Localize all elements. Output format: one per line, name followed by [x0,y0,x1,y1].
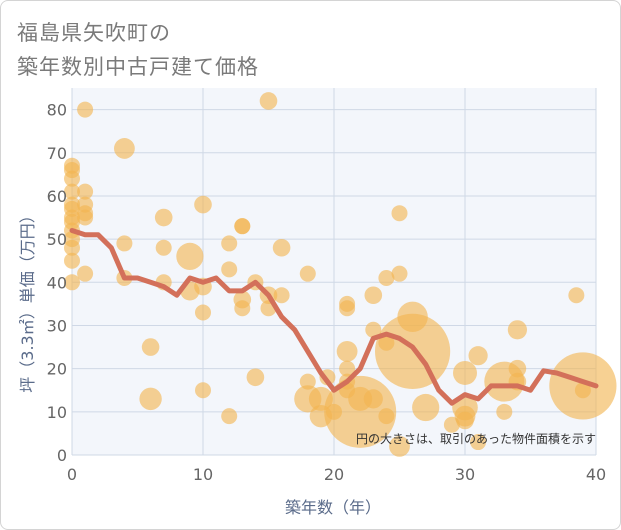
data-bubble [176,242,204,270]
y-tick-label: 10 [47,403,67,422]
data-bubble [391,265,408,282]
data-bubble [64,183,80,200]
data-bubble [221,235,238,252]
x-tick-label: 40 [586,465,606,484]
data-bubble [195,382,211,399]
data-bubble [77,265,94,282]
data-bubble [375,313,451,389]
x-tick-label: 10 [193,465,213,484]
data-bubble [508,359,527,378]
data-bubble [412,393,440,422]
data-bubble [496,403,513,420]
y-tick-label: 60 [47,187,67,206]
data-bubble [139,387,162,411]
data-bubble [64,274,80,291]
data-bubble [568,287,585,304]
y-tick-label: 50 [47,230,67,249]
data-bubble [116,235,133,252]
data-bubble [339,360,356,377]
y-tick-label: 70 [47,144,67,163]
data-bubble [221,261,238,278]
data-bubble [378,269,395,286]
x-tick-label: 0 [67,465,77,484]
data-bubble [339,300,356,317]
y-axis-label: 坪（3.3㎡）単価（万円） [18,207,37,392]
data-bubble [195,304,211,321]
data-bubble [259,92,278,110]
data-bubble [194,195,212,214]
data-bubble [77,101,94,118]
data-bubble [299,265,316,282]
trend-line [69,228,599,406]
data-bubble [336,340,358,362]
axis-ticks: 0 10 20 30 40 50 60 70 80 0 10 20 30 40 [47,101,607,484]
x-axis-label: 築年数（年） [285,498,381,517]
data-bubble [468,346,488,366]
x-tick-label: 30 [455,465,475,484]
y-tick-label: 20 [47,360,67,379]
data-bubble [272,238,291,257]
data-bubble [391,205,408,222]
data-bubble [273,287,290,304]
data-bubble [234,218,251,235]
data-bubble [246,368,265,387]
data-bubble [221,408,238,425]
chart-title-line-1: 福島県矢吹町の [17,21,171,45]
data-bubble [364,286,383,305]
data-bubble [507,320,527,340]
y-tick-label: 80 [47,101,67,120]
y-tick-label: 30 [47,316,67,335]
size-note: 円の大きさは、取引のあった物件面積を示す [356,431,596,446]
data-bubble [64,252,80,269]
data-bubble [141,338,160,356]
data-bubble [114,138,135,159]
data-bubble [574,382,591,399]
data-bubble [155,239,172,256]
data-bubble [378,408,395,425]
data-bubble [365,321,382,338]
data-bubble [470,434,487,451]
chart-title-line-2: 築年数別中古戸建て価格 [17,55,259,79]
data-bubble [77,183,94,200]
data-bubble [456,411,474,430]
data-bubble [234,300,251,317]
data-bubble [389,435,410,457]
data-bubble [64,239,80,256]
data-bubble [299,373,316,390]
y-tick-label: 0 [57,446,67,465]
data-bubble [453,360,477,385]
data-bubble [64,170,80,187]
data-bubble [363,389,383,409]
x-tick-label: 20 [324,465,344,484]
data-bubble [154,208,173,227]
chart-title: 福島県矢吹町の 築年数別中古戸建て価格 [17,16,259,84]
y-tick-label: 40 [47,273,67,292]
data-bubble [77,209,94,226]
